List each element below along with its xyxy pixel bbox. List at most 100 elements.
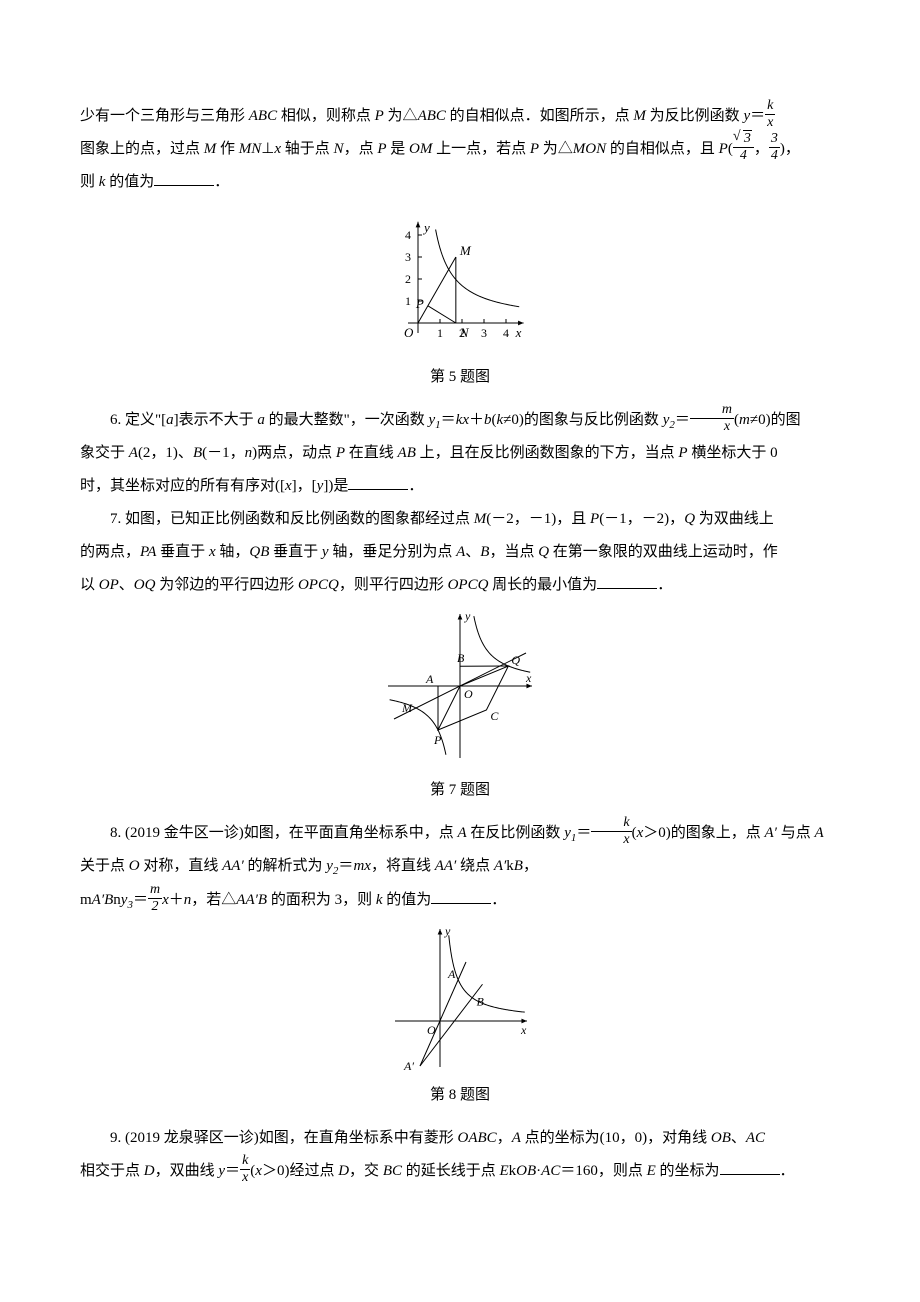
svg-text:x: x [520,1023,527,1037]
var-Q: Q [684,511,695,527]
text: ≠0)的图象与反比例函数 [503,412,662,428]
p5-line1: 少有一个三角形与三角形 ABC 相似，则称点 P 为△ABC 的自相似点．如图所… [80,100,840,133]
text: n [113,892,121,908]
p6-line3: 时，其坐标对应的所有有序对([x]，[y])是． [80,470,840,503]
text: 上，且在反比例函数图象的下方，当点 [416,445,679,461]
svg-text:B: B [457,651,465,665]
text: 的延长线于点 [402,1163,500,1179]
svg-text:O: O [427,1023,436,1037]
text: ． [214,174,229,190]
var-y1: y [564,825,571,841]
var-P: P [336,445,345,461]
text: 为邻边的平行四边形 [155,577,298,593]
text: ． [657,577,672,593]
var-BC: BC [383,1163,402,1179]
text: m [80,892,92,908]
svg-text:M: M [459,243,472,258]
svg-text:P: P [415,296,424,311]
text: ≠0)的图 [750,412,801,428]
var-P2: P [678,445,687,461]
figure-5: 12341234MNPOxy [80,203,840,357]
text: 对称，直线 [140,858,223,874]
svg-text:O: O [464,687,473,701]
text: (－1， [202,445,245,461]
page: 少有一个三角形与三角形 ABC 相似，则称点 P 为△ABC 的自相似点．如图所… [0,0,920,1248]
var-D: D [144,1163,155,1179]
p6-line1: 6. 定义"[a]表示不大于 a 的最大整数"，一次函数 y1＝kx＋b(k≠0… [80,404,840,437]
text: 横坐标大于 0 [688,445,778,461]
p5-line3: 则 k 的值为． [80,166,840,199]
frac-k-x: kx [765,99,775,130]
var-Q2: Q [538,544,549,560]
var-a: a [166,412,174,428]
svg-text:O: O [404,325,414,340]
text: 的值为 [383,892,432,908]
var-n: N [334,141,344,157]
text: 少有一个三角形与三角形 [80,108,249,124]
text: 作 [216,141,239,157]
var-B: B [193,445,202,461]
frac-3-4: 34 [769,132,780,163]
text: 的值为 [105,174,154,190]
var-OP: OP [99,577,119,593]
var-m2: M [204,141,217,157]
var-P: P [590,511,599,527]
var-a2: a [257,412,265,428]
var-AAp: AA′ [222,858,244,874]
text: 轴，垂足分别为点 [329,544,457,560]
svg-text:A′: A′ [403,1059,414,1071]
svg-text:y: y [444,924,451,938]
text: ，则平行四边形 [339,577,448,593]
text: 以 [80,577,99,593]
var-b: b [484,412,492,428]
var-y: y [322,544,329,560]
var-A: A [512,1130,521,1146]
fig5-svg: 12341234MNPOxy [370,203,550,353]
var-ApB: A′B [92,892,114,908]
text: 、 [465,544,480,560]
text: ， [497,1130,512,1146]
text: 则 [80,174,99,190]
text: 的解析式为 [244,858,327,874]
svg-text:M: M [401,701,413,715]
var-AC2: AC [541,1163,560,1179]
frac-k-x: kx [591,816,631,847]
p7-line2: 的两点，PA 垂直于 x 轴，QB 垂直于 y 轴，垂足分别为点 A、B，当点 … [80,536,840,569]
text: ＞0)经过点 [262,1163,338,1179]
svg-text:C: C [490,709,499,723]
p9-line2: 相交于点 D，双曲线 y＝kx(x＞0)经过点 D，交 BC 的延长线于点 Ek… [80,1155,840,1188]
svg-text:Q: Q [511,653,520,667]
svg-text:4: 4 [405,228,411,242]
var-mon: MON [573,141,606,157]
text: )两点，动点 [252,445,336,461]
text: 的自相似点．如图所示，点 [446,108,634,124]
text: 的两点， [80,544,140,560]
text: ． [408,478,423,494]
var-AC: AC [746,1130,765,1146]
text: ，当点 [489,544,538,560]
text: 7. 如图，已知正比例函数和反比例函数的图象都经过点 [110,511,474,527]
var-y: y [743,108,750,124]
var-n: n [245,445,253,461]
var-kx: kx [456,412,469,428]
text: ])是 [323,478,348,494]
text: 相交于点 [80,1163,144,1179]
blank-6 [348,474,408,490]
var-y2: y [326,858,333,874]
figure-8: OxyABA′ [80,921,840,1075]
var-Ap: A′ [765,825,777,841]
svg-text:x: x [525,671,532,685]
svg-text:x: x [515,325,522,340]
svg-text:3: 3 [405,250,411,264]
text: 的最大整数"，一次函数 [265,412,429,428]
svg-text:4: 4 [503,326,509,340]
text: 8. (2019 金牛区一诊)如图，在平面直角坐标系中，点 [110,825,458,841]
text: 在直线 [345,445,398,461]
text: ＞0)的图象上，点 [643,825,764,841]
svg-text:1: 1 [437,326,443,340]
text: ，将直线 [371,858,435,874]
text: 周长的最小值为 [488,577,597,593]
p9-line1: 9. (2019 龙泉驿区一诊)如图，在直角坐标系中有菱形 OABC，A 点的坐… [80,1122,840,1155]
p5-line2: 图象上的点，过点 M 作 MN⊥x 轴于点 N，点 P 是 OM 上一点，若点 … [80,133,840,166]
var-A: A [458,825,467,841]
